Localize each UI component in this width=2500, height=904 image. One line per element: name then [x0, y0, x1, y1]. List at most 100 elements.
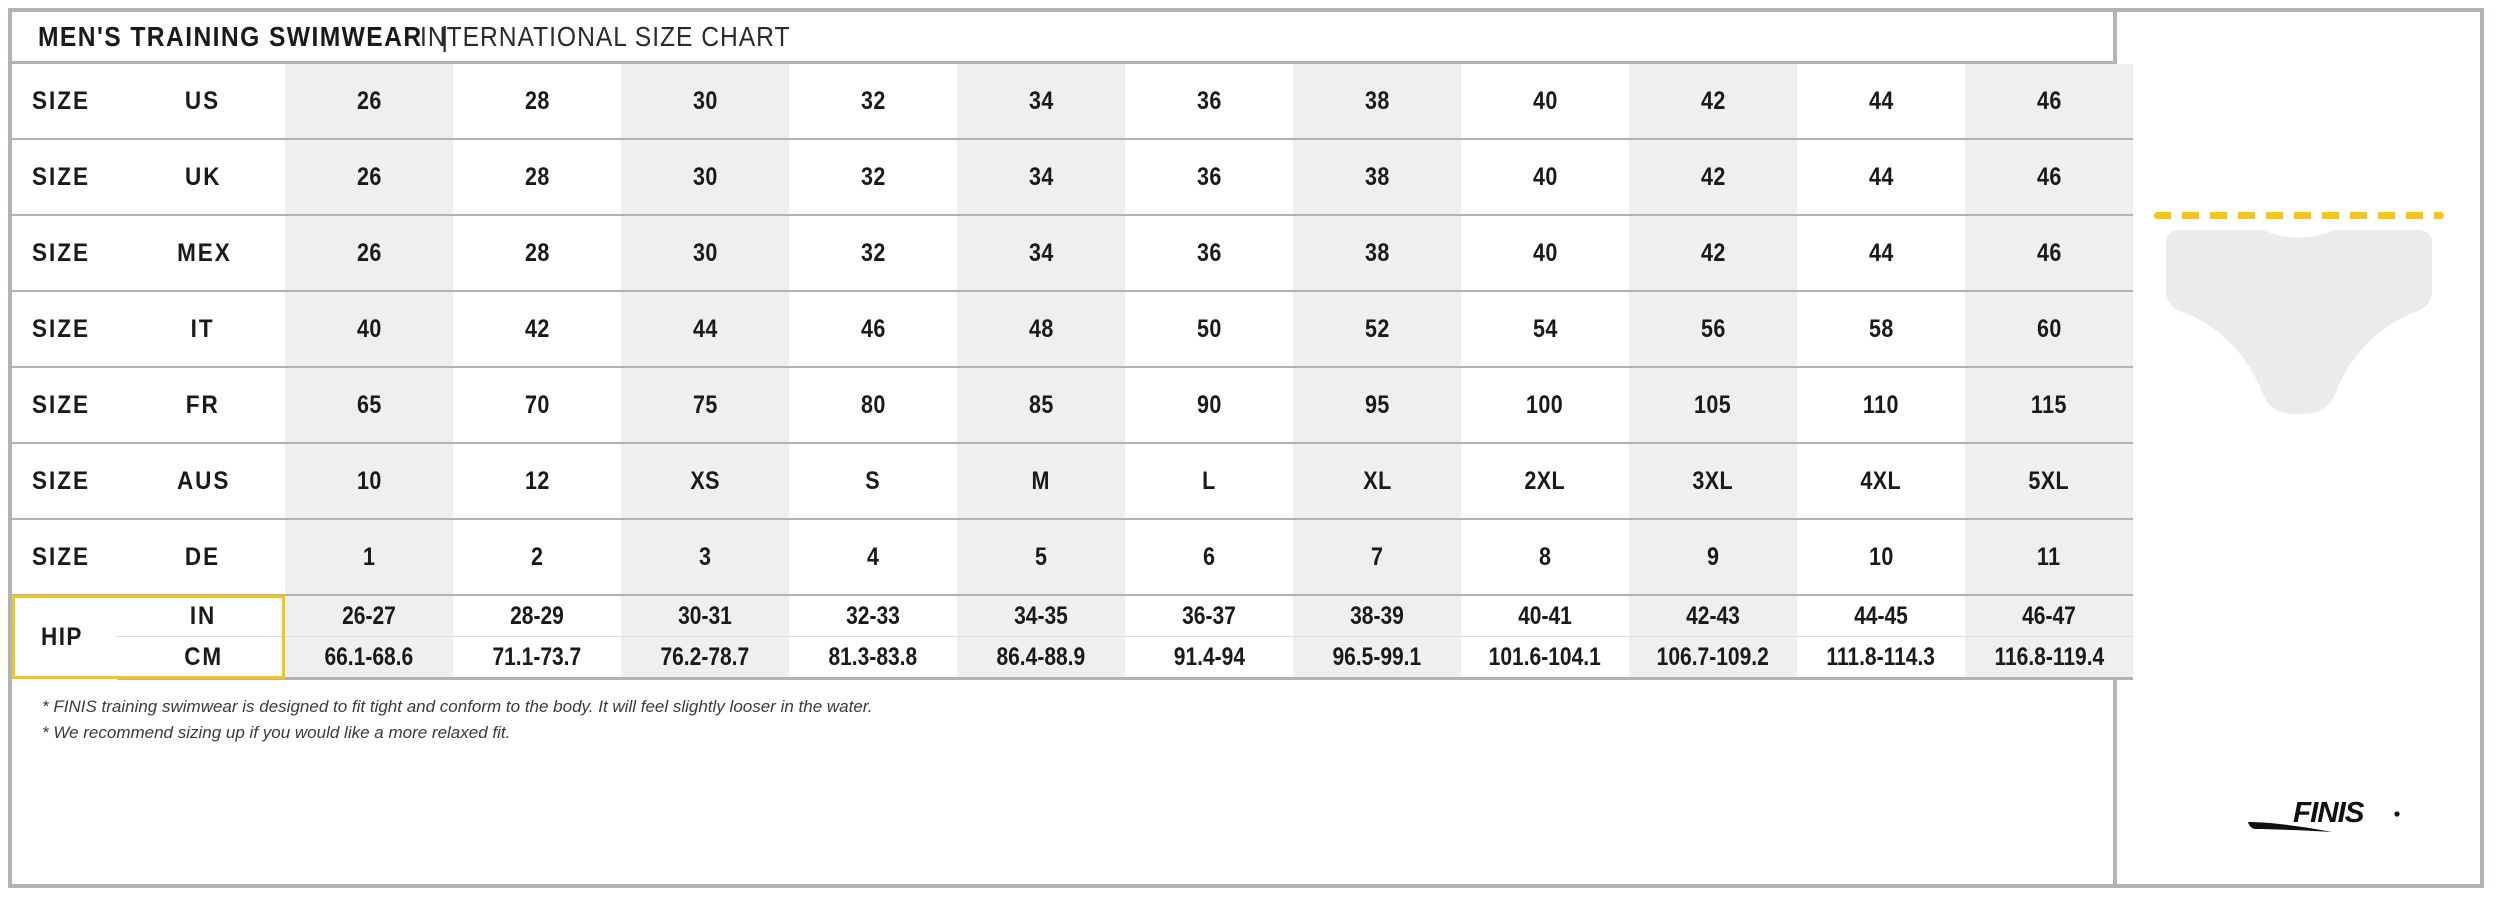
- hip-cell-inches: 38-39: [1293, 595, 1461, 637]
- size-cell: 42: [453, 291, 621, 368]
- size-cell: 5: [957, 519, 1125, 596]
- size-table-area: MEN'S TRAINING SWIMWEAR | INTERNATIONAL …: [12, 12, 2133, 884]
- size-cell: 40: [1461, 215, 1629, 292]
- footnote-item: * FINIS training swimwear is designed to…: [42, 697, 873, 716]
- size-cell: 10: [285, 443, 453, 520]
- size-cell: 38: [1293, 64, 1461, 140]
- size-cell: 85: [957, 367, 1125, 444]
- international-size-table: SIZE US 26 28 30 32 34 36 38 40 42 44 46 SIZE UK 26 28 30…: [12, 64, 2133, 680]
- size-cell: 26: [285, 215, 453, 292]
- title-separator: |: [441, 20, 449, 52]
- row-kind-label: SIZE: [12, 215, 117, 292]
- size-cell: 28: [453, 64, 621, 140]
- size-cell: 80: [789, 367, 957, 444]
- size-cell: 10: [1797, 519, 1965, 596]
- size-cell: 46: [789, 291, 957, 368]
- row-kind-label: SIZE: [12, 443, 117, 520]
- size-cell: 36: [1125, 139, 1293, 216]
- region-label-fr: FR: [117, 367, 285, 444]
- size-cell: 26: [285, 139, 453, 216]
- size-cell: 52: [1293, 291, 1461, 368]
- hip-row-cm: CM 66.1-68.6 71.1-73.7 76.2-78.7 81.3-83.8 86…: [12, 636, 2133, 680]
- size-cell: 38: [1293, 215, 1461, 292]
- size-cell: 28: [453, 139, 621, 216]
- size-cell: 56: [1629, 291, 1797, 368]
- hip-cell-inches: 28-29: [453, 595, 621, 637]
- illustration-panel: FINIS: [2117, 12, 2480, 884]
- size-cell: 58: [1797, 291, 1965, 368]
- size-cell: 5XL: [1965, 443, 2133, 520]
- table-row: SIZE MEX 26 28 30 32 34 36 38 40 42 44 46: [12, 215, 2133, 292]
- size-chart-frame: MEN'S TRAINING SWIMWEAR | INTERNATIONAL …: [8, 8, 2484, 888]
- size-cell: 32: [789, 64, 957, 140]
- row-kind-label: SIZE: [12, 139, 117, 216]
- size-cell: 95: [1293, 367, 1461, 444]
- size-cell: 44: [1797, 64, 1965, 140]
- table-row: SIZE FR 65 70 75 80 85 90 95 100 105 110 115: [12, 367, 2133, 444]
- size-cell: 90: [1125, 367, 1293, 444]
- row-kind-label: SIZE: [12, 291, 117, 368]
- table-row: SIZE UK 26 28 30 32 34 36 38 40 42 44 46: [12, 139, 2133, 216]
- size-cell: 6: [1125, 519, 1293, 596]
- hip-cell-cm: 106.7-109.2: [1629, 636, 1797, 680]
- row-kind-label: SIZE: [12, 64, 117, 140]
- size-cell: 110: [1797, 367, 1965, 444]
- size-cell: 40: [1461, 139, 1629, 216]
- swim-brief-icon: [2165, 230, 2432, 414]
- region-label-uk: UK: [117, 139, 285, 216]
- size-cell: 2XL: [1461, 443, 1629, 520]
- hip-cell-cm: 86.4-88.9: [957, 636, 1125, 680]
- size-cell: 32: [789, 139, 957, 216]
- hip-cell-inches: 44-45: [1797, 595, 1965, 637]
- size-cell: 34: [957, 215, 1125, 292]
- size-cell: 36: [1125, 215, 1293, 292]
- size-cell: 30: [621, 139, 789, 216]
- region-label-us: US: [117, 64, 285, 140]
- size-cell: 30: [621, 64, 789, 140]
- size-cell: 44: [1797, 215, 1965, 292]
- size-cell: 48: [957, 291, 1125, 368]
- hip-cell-inches: 34-35: [957, 595, 1125, 637]
- size-cell: 54: [1461, 291, 1629, 368]
- size-cell: 115: [1965, 367, 2133, 444]
- size-cell: 44: [621, 291, 789, 368]
- hip-cell-cm: 76.2-78.7: [621, 636, 789, 680]
- size-cell: M: [957, 443, 1125, 520]
- size-cell: 9: [1629, 519, 1797, 596]
- table-row: SIZE DE 1 2 3 4 5 6 7 8 9 10 11: [12, 519, 2133, 596]
- size-cell: 38: [1293, 139, 1461, 216]
- size-cell: 50: [1125, 291, 1293, 368]
- svg-text:FINIS: FINIS: [2293, 796, 2365, 829]
- hip-cell-cm: 66.1-68.6: [285, 636, 453, 680]
- hip-cell-cm: 81.3-83.8: [789, 636, 957, 680]
- finis-logo: FINIS: [2248, 796, 2400, 832]
- size-cell: 7: [1293, 519, 1461, 596]
- size-cell: 8: [1461, 519, 1629, 596]
- size-cell: 12: [453, 443, 621, 520]
- region-label-it: IT: [117, 291, 285, 368]
- size-cell: 3XL: [1629, 443, 1797, 520]
- size-cell: 28: [453, 215, 621, 292]
- size-cell: 75: [621, 367, 789, 444]
- size-cell: XS: [621, 443, 789, 520]
- hip-row-inches: HIP IN 26-27 28-29 30-31 32-33 34-35 36-37 38-39…: [12, 595, 2133, 651]
- hip-cell-inches: 32-33: [789, 595, 957, 637]
- size-cell: XL: [1293, 443, 1461, 520]
- footnotes: * FINIS training swimwear is designed to…: [12, 680, 2113, 884]
- chart-title-bar: MEN'S TRAINING SWIMWEAR | INTERNATIONAL …: [12, 12, 2113, 64]
- garment-illustration: [2144, 212, 2454, 422]
- table-wrapper: SIZE US 26 28 30 32 34 36 38 40 42 44 46 SIZE UK 26 28 30…: [12, 64, 2133, 680]
- size-cell: 1: [285, 519, 453, 596]
- size-cell: 40: [1461, 64, 1629, 140]
- unit-label-in: IN: [117, 595, 285, 637]
- size-cell: 36: [1125, 64, 1293, 140]
- size-cell: 34: [957, 139, 1125, 216]
- page-title: MEN'S TRAINING SWIMWEAR: [38, 20, 423, 52]
- size-cell: 4: [789, 519, 957, 596]
- hip-cell-cm: 71.1-73.7: [453, 636, 621, 680]
- size-cell: 100: [1461, 367, 1629, 444]
- hip-cell-inches: 36-37: [1125, 595, 1293, 637]
- size-cell: 44: [1797, 139, 1965, 216]
- size-cell: L: [1125, 443, 1293, 520]
- size-cell: 2: [453, 519, 621, 596]
